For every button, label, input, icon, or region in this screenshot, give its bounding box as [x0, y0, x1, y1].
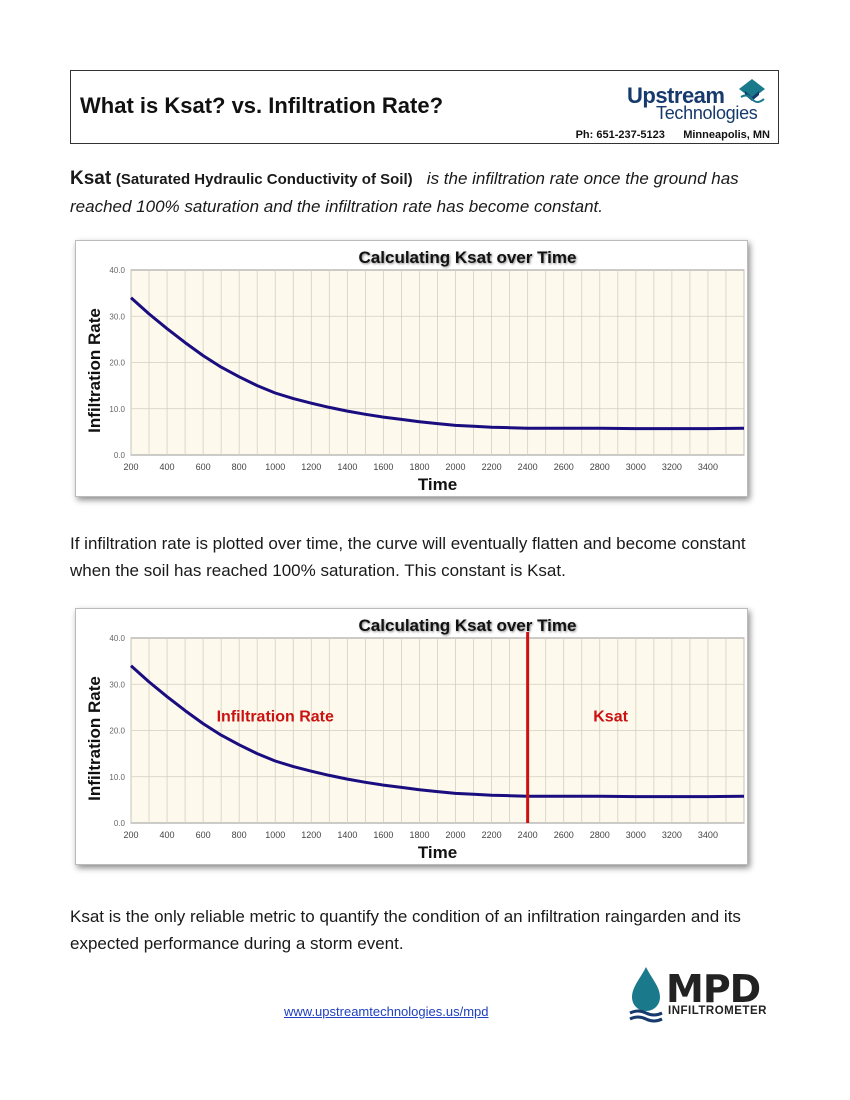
x-tick-label: 3200 — [662, 830, 682, 840]
y-tick-label: 30.0 — [109, 680, 125, 689]
header-box: What is Ksat? vs. Infiltration Rate? Ups… — [70, 70, 779, 144]
website-link[interactable]: www.upstreamtechnologies.us/mpd — [284, 1004, 489, 1019]
x-tick-label: 200 — [123, 462, 138, 472]
x-tick-label: 200 — [123, 830, 138, 840]
page-title: What is Ksat? vs. Infiltration Rate? — [80, 93, 444, 118]
x-tick-label: 2200 — [482, 830, 502, 840]
x-axis-label: Time — [418, 843, 457, 862]
x-tick-label: 400 — [160, 462, 175, 472]
x-tick-label: 2800 — [590, 462, 610, 472]
y-tick-label: 30.0 — [109, 312, 125, 321]
series-line — [129, 296, 745, 431]
x-tick-label: 1000 — [265, 462, 285, 472]
x-tick-label: 2600 — [554, 830, 574, 840]
chart-title: Calculating Ksat over Time — [359, 248, 577, 267]
y-tick-label: 40.0 — [109, 266, 125, 275]
x-tick-label: 1600 — [373, 462, 393, 472]
y-tick-label: 20.0 — [109, 727, 125, 736]
mpd-wordmark: MPD — [666, 967, 761, 1011]
y-tick-label: 0.0 — [114, 451, 126, 460]
x-tick-label: 1200 — [301, 830, 321, 840]
y-tick-label: 20.0 — [109, 359, 125, 368]
y-tick-label: 0.0 — [114, 819, 126, 828]
x-tick-label: 3000 — [626, 830, 646, 840]
x-tick-label: 1400 — [337, 462, 357, 472]
x-tick-label: 1400 — [337, 830, 357, 840]
logo-mark-icon — [739, 79, 765, 103]
x-tick-label: 600 — [196, 830, 211, 840]
y-axis-label: Infiltration Rate — [85, 308, 104, 433]
mpd-subtitle: INFILTROMETER — [668, 1005, 767, 1017]
chart-ksat-basic: 0.0 10.0 20.0 30.0 40.0 200 400 600 800 1000 1200 1… — [75, 240, 748, 497]
definition-text: is the infiltration rate once the ground… — [70, 169, 739, 216]
x-tick-label: 1200 — [301, 462, 321, 472]
x-tick-label: 1600 — [373, 830, 393, 840]
y-axis-label: Infiltration Rate — [85, 676, 104, 801]
x-tick-label: 400 — [160, 830, 175, 840]
x-tick-label: 1000 — [265, 830, 285, 840]
x-axis-label: Time — [418, 475, 457, 494]
x-tick-label: 2800 — [590, 830, 610, 840]
y-tick-label: 10.0 — [109, 773, 125, 782]
y-tick-label: 10.0 — [109, 405, 125, 414]
water-drop-icon — [629, 967, 663, 1023]
x-tick-label: 2400 — [518, 462, 538, 472]
chart-ksat-annotated: 0.0 10.0 20.0 30.0 40.0 200 400 600 800 1000 1200 1… — [75, 608, 748, 865]
term-full-name: (Saturated Hydraulic Conductivity of Soi… — [115, 171, 413, 188]
series-line — [129, 664, 745, 799]
x-tick-label: 800 — [232, 462, 247, 472]
upstream-technologies-logo: Upstream Technologies — [627, 77, 777, 127]
ksat-definition: Ksat (Saturated Hydraulic Conductivity o… — [70, 165, 790, 220]
chart-svg: 0.0 10.0 20.0 30.0 40.0 200 400 600 800 1000 1200 1… — [85, 248, 745, 494]
x-tick-label: 1800 — [409, 462, 429, 472]
logo-upstream-text: Upstream — [627, 83, 725, 108]
x-tick-label: 3200 — [662, 462, 682, 472]
term-ksat: Ksat — [70, 168, 112, 189]
mpd-infiltrometer-logo: MPD INFILTROMETER — [626, 965, 781, 1025]
x-tick-label: 2000 — [446, 462, 466, 472]
annotation-label: Ksat — [593, 708, 628, 725]
x-tick-label: 2000 — [446, 830, 466, 840]
x-tick-label: 1800 — [409, 830, 429, 840]
x-tick-label: 3400 — [698, 462, 718, 472]
x-tick-label: 800 — [232, 830, 247, 840]
x-tick-label: 2200 — [482, 462, 502, 472]
paragraph-ksat-metric: Ksat is the only reliable metric to quan… — [70, 907, 741, 953]
chart-svg: 0.0 10.0 20.0 30.0 40.0 200 400 600 800 1000 1200 1… — [85, 616, 745, 862]
logo-technologies-text: Technologies — [656, 103, 758, 123]
x-tick-label: 600 — [196, 462, 211, 472]
x-tick-label: 2400 — [518, 830, 538, 840]
annotation-label: Infiltration Rate — [217, 708, 334, 725]
paragraph-curve-explanation: If infiltration rate is plotted over tim… — [70, 534, 746, 580]
x-tick-label: 3000 — [626, 462, 646, 472]
y-tick-label: 40.0 — [109, 634, 125, 643]
x-tick-label: 2600 — [554, 462, 574, 472]
x-tick-label: 3400 — [698, 830, 718, 840]
contact-info: Ph: 651-237-5123 Minneapolis, MN — [575, 129, 770, 141]
chart-title: Calculating Ksat over Time — [359, 616, 577, 635]
